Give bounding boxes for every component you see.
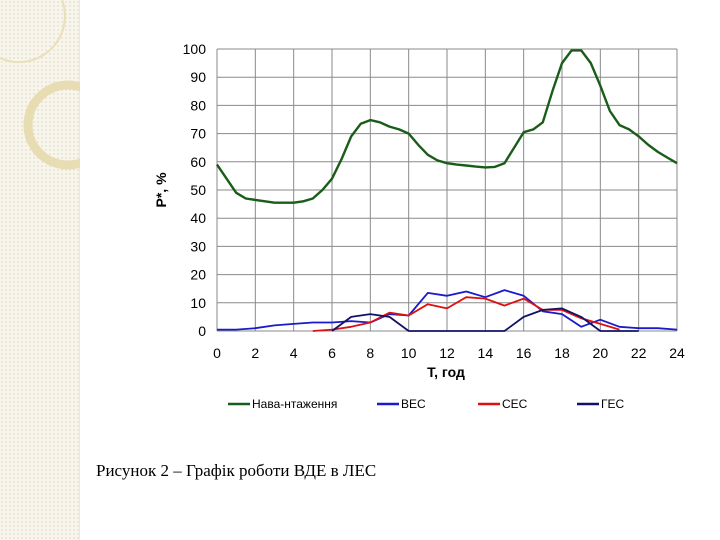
x-tick-label: 2 — [251, 345, 259, 361]
legend-label: ВЕС — [401, 397, 426, 411]
strip-edge — [79, 0, 80, 540]
x-tick-label: 14 — [478, 345, 494, 361]
legend-label: Нава-нтаження — [252, 397, 337, 411]
y-tick-label: 30 — [190, 238, 206, 254]
ring-ornament — [23, 80, 80, 170]
x-tick-label: 22 — [631, 345, 647, 361]
y-tick-label: 70 — [190, 126, 206, 142]
series-line-3 — [312, 296, 620, 332]
x-tick-label: 0 — [213, 345, 221, 361]
y-tick-label: 20 — [190, 267, 206, 283]
y-tick-label: 90 — [190, 69, 206, 85]
legend-label: ГЕС — [601, 397, 625, 411]
x-tick-label: 16 — [516, 345, 532, 361]
x-tick-label: 24 — [669, 345, 685, 361]
series-lines — [216, 49, 678, 332]
series-line-4 — [331, 307, 639, 332]
y-tick-label: 0 — [198, 323, 206, 339]
decorative-circles — [0, 0, 80, 170]
y-tick-label: 80 — [190, 97, 206, 113]
y-tick-label: 50 — [190, 182, 206, 198]
y-tick-label: 40 — [190, 210, 206, 226]
x-tick-label: 18 — [554, 345, 570, 361]
y-axis-label: P*, % — [153, 172, 169, 208]
grid — [216, 48, 678, 332]
decorative-strip — [0, 0, 80, 540]
x-tick-label: 12 — [439, 345, 455, 361]
corner-arc — [0, 0, 66, 64]
x-tick-label: 8 — [366, 345, 374, 361]
x-tick-label: 6 — [328, 345, 336, 361]
x-tick-label: 20 — [593, 345, 609, 361]
x-axis-label: T, год — [427, 364, 465, 380]
legend: Нава-нтаження ВЕС СЕС ГЕС — [228, 397, 625, 411]
series-line-2 — [217, 289, 678, 331]
series-line-1 — [216, 49, 678, 204]
y-tick-label: 100 — [183, 41, 207, 57]
y-tick-label: 60 — [190, 154, 206, 170]
x-tick-label: 4 — [290, 345, 298, 361]
y-tick-label: 10 — [190, 295, 206, 311]
x-tick-label: 10 — [401, 345, 417, 361]
figure-caption: Рисунок 2 – Графік роботи ВДЕ в ЛЕС — [96, 461, 377, 480]
legend-label: СЕС — [502, 397, 528, 411]
